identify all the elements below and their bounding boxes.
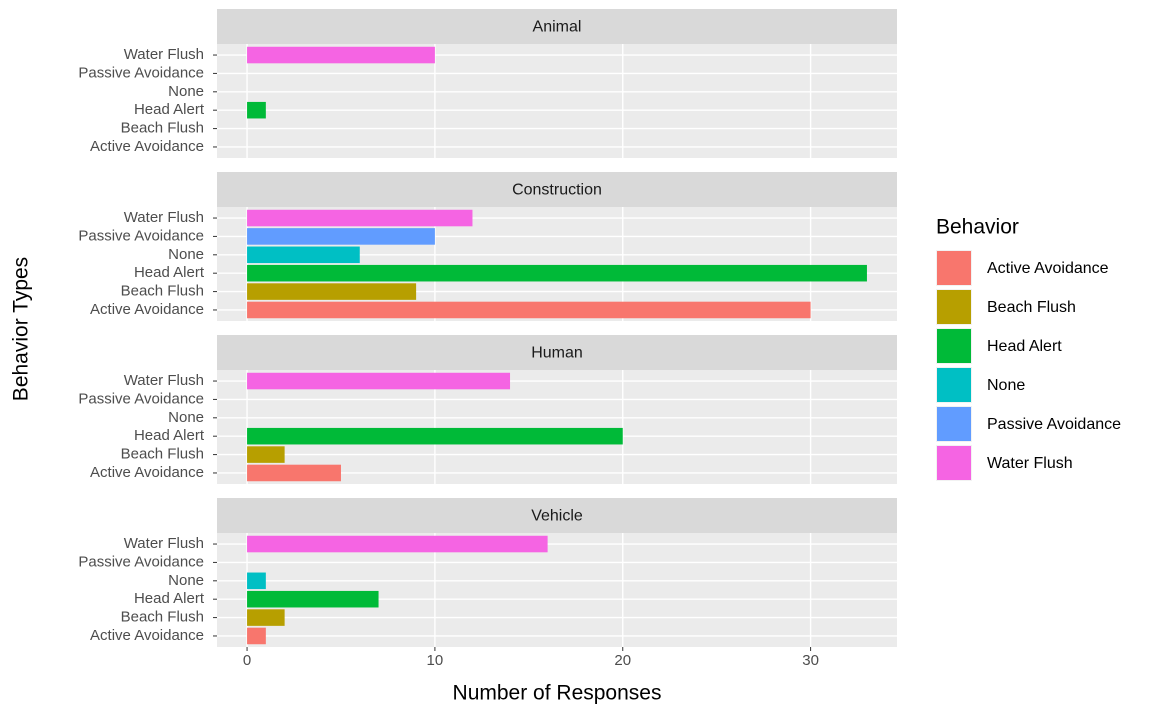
y-tick-label: Head Alert [134, 101, 205, 118]
facet-strip [217, 335, 897, 370]
y-tick-label: Head Alert [134, 427, 205, 444]
facet-title: Animal [533, 19, 582, 36]
y-tick-label: Active Avoidance [90, 301, 204, 318]
legend-swatch [937, 251, 971, 285]
bar [247, 590, 379, 608]
x-tick-label: 30 [802, 652, 819, 669]
legend-swatch [937, 446, 971, 480]
facet-title: Construction [512, 182, 602, 199]
y-tick-label: None [168, 572, 204, 589]
y-tick-label: None [168, 246, 204, 263]
bar [247, 427, 623, 445]
bar [247, 246, 360, 264]
y-tick-label: Water Flush [124, 535, 204, 552]
x-tick-label: 20 [614, 652, 631, 669]
bar [247, 446, 285, 463]
legend-label: Passive Avoidance [987, 416, 1121, 433]
bar [247, 572, 266, 590]
y-tick-label: Head Alert [134, 264, 205, 281]
y-tick-label: Beach Flush [121, 446, 204, 463]
y-tick-label: Passive Avoidance [78, 227, 204, 244]
y-tick-label: Beach Flush [121, 283, 204, 300]
y-tick-label: Passive Avoidance [78, 390, 204, 407]
legend-label: Beach Flush [987, 299, 1076, 316]
legend-swatch [937, 407, 971, 441]
x-axis-title: Number of Responses [453, 682, 662, 705]
facet-strip [217, 172, 897, 207]
y-tick-label: Water Flush [124, 209, 204, 226]
y-tick-label: Active Avoidance [90, 138, 204, 155]
y-tick-label: Active Avoidance [90, 464, 204, 481]
bar [247, 627, 266, 645]
bar [247, 46, 435, 64]
legend-swatch [937, 329, 971, 363]
legend-label: Water Flush [987, 455, 1073, 472]
y-tick-label: Beach Flush [121, 609, 204, 626]
y-tick-label: Water Flush [124, 372, 204, 389]
bar [247, 464, 341, 482]
y-tick-label: Passive Avoidance [78, 64, 204, 81]
bar [247, 228, 435, 245]
y-tick-label: Head Alert [134, 590, 205, 607]
legend-swatch [937, 368, 971, 402]
bar [247, 264, 867, 282]
facet-title: Human [531, 345, 583, 362]
legend-label: None [987, 377, 1025, 394]
bar [247, 209, 473, 227]
legend-swatch [937, 290, 971, 324]
facet-strip [217, 498, 897, 533]
facet-strip [217, 9, 897, 44]
y-tick-label: None [168, 409, 204, 426]
bar [247, 535, 548, 553]
x-tick-label: 0 [243, 652, 251, 669]
bar [247, 283, 417, 300]
bar [247, 101, 266, 119]
y-tick-label: Active Avoidance [90, 627, 204, 644]
legend-label: Active Avoidance [987, 260, 1109, 277]
bar [247, 372, 511, 390]
y-axis-title: Behavior Types [10, 257, 33, 401]
legend-title: Behavior [936, 216, 1019, 239]
bar [247, 609, 285, 626]
facet-title: Vehicle [531, 508, 583, 525]
x-tick-label: 10 [427, 652, 444, 669]
y-tick-label: None [168, 83, 204, 100]
y-tick-label: Passive Avoidance [78, 553, 204, 570]
legend-label: Head Alert [987, 338, 1062, 355]
y-tick-label: Water Flush [124, 46, 204, 63]
y-tick-label: Beach Flush [121, 120, 204, 137]
bar [247, 301, 811, 319]
